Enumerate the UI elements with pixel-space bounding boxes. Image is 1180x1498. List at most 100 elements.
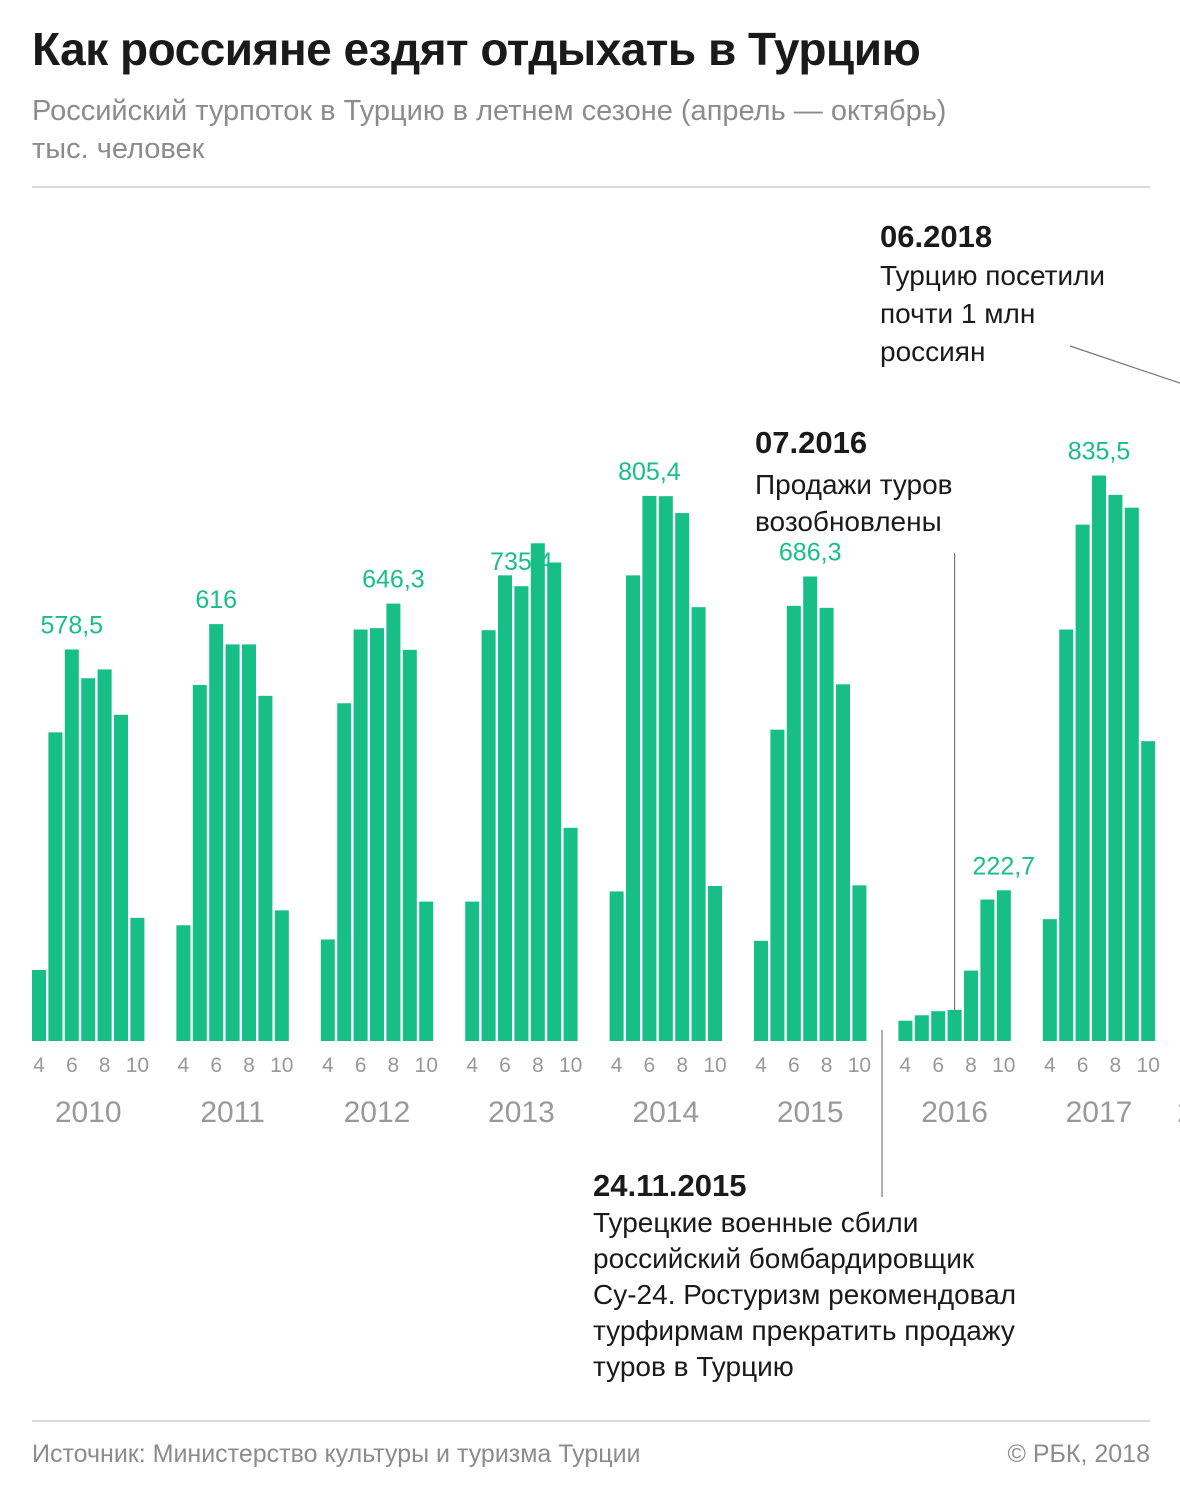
month-tick-2012-4: 4 xyxy=(322,1054,334,1077)
bar-2016-4 xyxy=(898,1020,913,1041)
source-note: Источник: Министерство культуры и туризм… xyxy=(32,1440,641,1468)
value-label-2017: 835,5 xyxy=(1068,438,1131,466)
bar-2014-10 xyxy=(708,886,722,1041)
bar-2011-6 xyxy=(209,624,224,1041)
bar-2015-8 xyxy=(819,607,834,1041)
month-tick-2016-4: 4 xyxy=(900,1054,912,1077)
month-tick-2015-6: 6 xyxy=(788,1054,800,1077)
bar-2010-8 xyxy=(97,669,112,1041)
month-tick-2017-8: 8 xyxy=(1110,1054,1122,1077)
year-label-2014: 2014 xyxy=(632,1096,699,1129)
annotation-2015-line: российский бомбардировщик xyxy=(593,1243,975,1274)
value-label-2012: 646,3 xyxy=(362,566,425,594)
value-label-2010: 578,5 xyxy=(41,611,104,639)
month-tick-2016-10: 10 xyxy=(992,1054,1015,1077)
value-label-2014: 805,4 xyxy=(618,458,681,486)
month-tick-2012-6: 6 xyxy=(355,1054,367,1077)
bar-2013-9 xyxy=(547,562,562,1041)
annotation-2015-line: туров в Турцию xyxy=(593,1351,794,1382)
value-label-2011: 616 xyxy=(195,586,237,614)
month-tick-2015-4: 4 xyxy=(755,1054,767,1077)
month-tick-2014-10: 10 xyxy=(703,1054,726,1077)
bar-2016-10 xyxy=(996,890,1011,1041)
annotation-2015-line: Су-24. Ростуризм рекомендовал xyxy=(593,1279,1016,1310)
month-tick-2016-8: 8 xyxy=(965,1054,977,1077)
month-tick-2016-6: 6 xyxy=(932,1054,944,1077)
bar-2016-5 xyxy=(914,1015,929,1041)
month-tick-2011-10: 10 xyxy=(270,1054,293,1077)
subtitle-line-2: тыс. человек xyxy=(32,133,205,165)
year-label-2015: 2015 xyxy=(777,1096,844,1129)
annotation-2015-line: Турецкие военные сбили xyxy=(593,1207,918,1238)
month-tick-2012-8: 8 xyxy=(388,1054,400,1077)
month-tick-2017-10: 10 xyxy=(1137,1054,1160,1077)
bar-2012-5 xyxy=(337,703,352,1041)
chart-subtitle: Российский турпоток в Турцию в летнем се… xyxy=(32,92,1142,168)
bar-2010-5 xyxy=(48,732,63,1041)
bar-2015-5 xyxy=(770,729,785,1041)
month-tick-2013-6: 6 xyxy=(499,1054,511,1077)
month-tick-2015-10: 10 xyxy=(848,1054,871,1077)
bar-2012-7 xyxy=(370,628,384,1041)
value-label-2016: 222,7 xyxy=(973,852,1036,880)
bar-2013-4 xyxy=(465,901,480,1041)
year-label-2011: 2011 xyxy=(200,1096,265,1129)
bar-2016-8 xyxy=(964,970,978,1041)
bar-2011-9 xyxy=(258,695,273,1041)
month-tick-2015-8: 8 xyxy=(821,1054,833,1077)
bar-2011-8 xyxy=(242,644,256,1041)
bar-2010-7 xyxy=(81,678,96,1041)
leader-2018 xyxy=(1069,345,1180,384)
year-label-2013: 2013 xyxy=(488,1096,555,1129)
top-divider xyxy=(32,186,1150,188)
bar-2010-4 xyxy=(32,969,46,1041)
value-label-2015: 686,3 xyxy=(779,539,842,567)
bar-2016-7 xyxy=(947,1009,962,1041)
bar-2013-5 xyxy=(481,630,496,1041)
year-label-2017: 2017 xyxy=(1066,1096,1133,1129)
year-label-2016: 2016 xyxy=(921,1096,988,1129)
bar-2017-8 xyxy=(1108,494,1123,1041)
annotation-2015-line: турфирмам прекратить продажу xyxy=(593,1315,1015,1346)
bar-2012-4 xyxy=(320,939,335,1041)
month-tick-2014-4: 4 xyxy=(611,1054,623,1077)
bar-2017-6 xyxy=(1075,524,1090,1041)
year-label-2010: 2010 xyxy=(55,1096,122,1129)
bar-2015-4 xyxy=(754,940,768,1041)
bar-2013-10 xyxy=(563,827,578,1041)
month-tick-2011-4: 4 xyxy=(178,1054,190,1077)
bar-2016-6 xyxy=(931,1011,946,1041)
month-tick-2014-6: 6 xyxy=(644,1054,656,1077)
month-tick-2013-8: 8 xyxy=(532,1054,544,1077)
bar-2017-7 xyxy=(1092,475,1106,1042)
annotation-2015-date: 24.11.2015 xyxy=(593,1168,746,1203)
bar-2014-8 xyxy=(675,513,690,1041)
copyright: © РБК, 2018 xyxy=(1007,1440,1150,1468)
month-tick-2010-10: 10 xyxy=(126,1054,149,1077)
bar-2011-4 xyxy=(176,925,191,1041)
bar-2015-7 xyxy=(803,576,818,1041)
bar-2014-9 xyxy=(691,607,706,1041)
month-tick-2010-6: 6 xyxy=(66,1054,78,1077)
annotation-2018-line: почти 1 млн xyxy=(880,298,1035,329)
bar-2017-10 xyxy=(1141,741,1156,1041)
bar-2014-4 xyxy=(609,891,624,1041)
bar-2012-6 xyxy=(353,629,368,1041)
bar-2017-4 xyxy=(1042,919,1057,1041)
annotation-2018-date: 06.2018 xyxy=(880,219,992,254)
bar-2011-10 xyxy=(274,910,289,1041)
month-tick-2014-8: 8 xyxy=(676,1054,688,1077)
month-tick-2012-10: 10 xyxy=(415,1054,438,1077)
bar-2017-9 xyxy=(1124,507,1139,1041)
month-tick-2011-6: 6 xyxy=(210,1054,222,1077)
month-tick-2013-10: 10 xyxy=(559,1054,582,1077)
bar-2011-7 xyxy=(225,644,240,1041)
month-tick-2010-4: 4 xyxy=(33,1054,45,1077)
annotation-2018-line: Турцию посетили xyxy=(880,260,1105,291)
year-label-2012: 2012 xyxy=(344,1096,411,1129)
subtitle-line-1: Российский турпоток в Турцию в летнем се… xyxy=(32,95,947,127)
bar-2010-9 xyxy=(114,714,128,1041)
month-tick-2010-8: 8 xyxy=(99,1054,111,1077)
bar-2013-6 xyxy=(498,575,512,1041)
